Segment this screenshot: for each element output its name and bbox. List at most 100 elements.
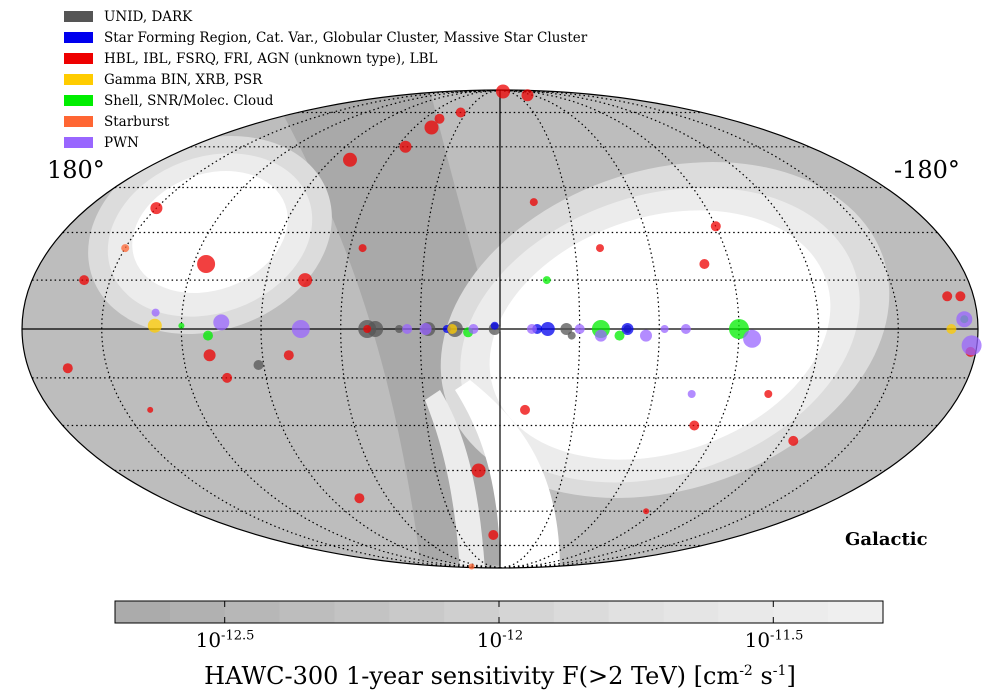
source-point [150,202,163,215]
source-point [764,390,773,398]
colorbar-segment [389,601,445,623]
source-point [743,329,762,348]
tick-base: 10 [744,628,771,652]
colorbar-tick-label: 10-12.5 [196,628,255,652]
legend-label: Gamma BIN, XRB, PSR [104,71,263,88]
colorbar-segment [169,601,226,623]
source-point [298,273,313,288]
source-point [643,508,650,515]
source-point [540,322,555,336]
source-point [660,325,669,333]
source-point [955,291,966,302]
legend-swatch-star-forming [64,32,93,43]
colorbar-tick-label: 10-12 [477,628,523,652]
source-point [197,255,216,273]
source-point [283,350,294,361]
legend-label: HBL, IBL, FSRQ, FRI, AGN (unknown type),… [104,50,438,67]
colorbar [114,600,884,624]
source-point [520,404,530,415]
tick-exponent: -11.5 [770,628,804,644]
source-point [291,320,310,338]
legend-label: Starburst [104,113,170,130]
source-point [640,329,652,342]
colorbar-segment [444,601,500,623]
legend-item: PWN [64,132,587,153]
source-point [151,308,160,317]
colorbar-tick-label: 10-11.5 [745,628,804,652]
source-point [699,259,710,269]
source-point [253,360,264,370]
legend-label: UNID, DARK [104,8,193,25]
colorbar-title-exp2: -1 [772,663,787,679]
colorbar-title-exp1: -2 [739,663,753,679]
source-point [121,244,130,253]
source-point [710,221,721,232]
source-point [594,329,607,342]
source-point [574,324,585,334]
lon-label-right: -180° [894,156,960,184]
source-point [203,330,213,341]
source-point [614,330,625,341]
legend-label: Shell, SNR/Molec. Cloud [104,92,274,109]
colorbar-segment [608,601,665,623]
colorbar-segment [828,601,884,623]
colorbar-title: HAWC-300 1-year sensitivity F(>2 TeV) [c… [0,662,1000,690]
source-point [434,113,445,124]
source-points [62,84,982,570]
legend-item: Shell, SNR/Molec. Cloud [64,90,587,111]
source-point [367,321,384,337]
legend: UNID, DARK Star Forming Region, Cat. Var… [64,6,587,153]
source-point [147,406,154,413]
source-point [222,372,233,383]
legend-swatch-starburst [64,116,93,127]
colorbar-title-mid: s [752,662,773,690]
source-point [680,324,691,334]
source-point [687,390,696,398]
source-point [961,335,982,356]
legend-item: Gamma BIN, XRB, PSR [64,69,587,90]
source-point [343,152,357,167]
source-point [178,322,185,329]
source-point [395,325,404,333]
source-point [471,463,486,478]
colorbar-segment [334,601,390,623]
legend-item: UNID, DARK [64,6,587,27]
legend-swatch-agn [64,53,93,64]
tick-exponent: -12 [502,628,524,644]
lon-label-left: 180° [47,156,105,184]
source-point [621,323,634,335]
source-point [567,331,576,340]
colorbar-segment [663,601,719,623]
legend-swatch-shell [64,95,93,106]
source-point [946,324,957,334]
legend-label: PWN [104,134,139,151]
colorbar-segment [773,601,829,623]
southern-white-strip [455,380,560,568]
source-point [455,107,466,118]
source-point [942,291,953,302]
source-point [490,321,499,330]
source-point [542,276,551,285]
legend-item: HBL, IBL, FSRQ, FRI, AGN (unknown type),… [64,48,587,69]
source-point [424,120,439,135]
sensitivity-map [22,90,978,568]
tick-base: 10 [195,628,222,652]
meridian-gridline [180,90,501,568]
colorbar-segment [115,601,171,623]
legend-swatch-pwn [64,137,93,148]
tick-base: 10 [476,628,503,652]
source-point [62,363,73,374]
source-point [560,323,573,335]
meridian-gridline [499,90,820,568]
white-zone-east [489,210,831,460]
source-point [596,244,604,253]
source-point [956,311,973,328]
colorbar-segment [499,601,555,623]
source-point [399,140,412,153]
legend-swatch-gamma-bin [64,74,93,85]
colorbar-segment [718,601,774,623]
source-point [79,275,90,286]
source-point [496,84,510,99]
colorbar-segment [553,601,610,623]
